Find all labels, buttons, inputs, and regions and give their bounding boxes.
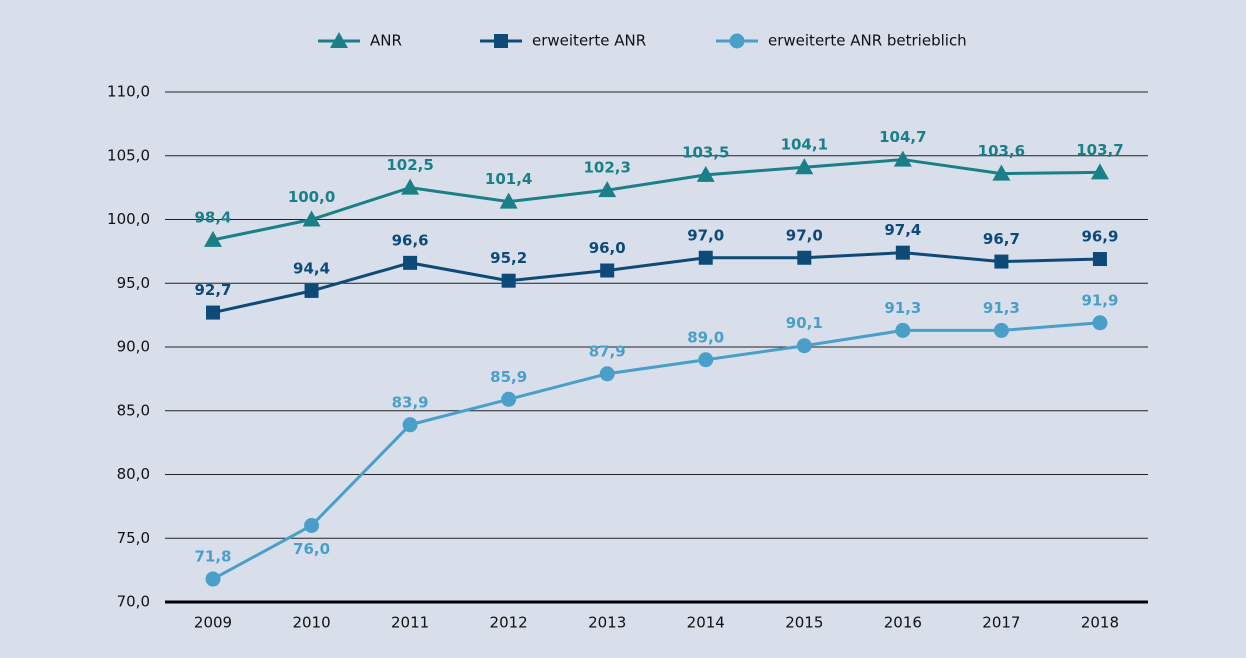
x-tick-label: 2016 <box>884 614 922 632</box>
value-label: 92,7 <box>194 281 231 299</box>
series-line <box>212 158 1100 242</box>
point <box>895 245 910 260</box>
x-tick-label: 2013 <box>588 614 626 632</box>
value-label: 103,6 <box>978 142 1025 160</box>
point <box>994 254 1009 269</box>
point <box>403 255 418 270</box>
value-label: 100,0 <box>288 188 335 206</box>
y-tick-label: 70,0 <box>117 593 150 611</box>
point <box>501 273 516 288</box>
point <box>401 178 420 195</box>
point <box>796 338 812 354</box>
legend-label: erweiterte ANR betrieblich <box>768 32 967 50</box>
point <box>895 322 911 338</box>
y-tick-label: 95,0 <box>117 274 150 292</box>
value-label: 90,1 <box>786 314 823 332</box>
point <box>204 230 222 247</box>
point <box>499 192 518 209</box>
point <box>402 417 418 433</box>
legend-marker <box>330 32 348 48</box>
value-label: 97,0 <box>687 226 724 244</box>
value-label: 95,2 <box>490 249 527 267</box>
value-label: 96,7 <box>983 230 1020 248</box>
point <box>598 181 617 198</box>
legend-label: ANR <box>370 32 402 50</box>
point <box>304 518 320 533</box>
point <box>206 305 220 320</box>
value-label: 98,4 <box>194 208 231 226</box>
point <box>501 391 517 407</box>
value-label: 83,9 <box>392 393 429 411</box>
legend-marker <box>494 34 508 48</box>
point <box>992 164 1011 181</box>
point <box>1092 252 1107 267</box>
value-label: 94,4 <box>293 259 330 277</box>
value-label: 96,6 <box>392 231 429 249</box>
value-label: 101,4 <box>485 170 532 188</box>
point <box>696 165 715 182</box>
y-tick-label: 90,0 <box>117 338 150 356</box>
x-tick-label: 2009 <box>194 614 232 632</box>
value-label: 97,4 <box>884 221 921 239</box>
y-tick-label: 110,0 <box>107 83 150 101</box>
point <box>205 571 221 587</box>
value-label: 89,0 <box>687 328 724 346</box>
value-label: 96,0 <box>589 239 626 257</box>
value-label: 71,8 <box>194 548 231 566</box>
value-label: 102,5 <box>386 156 433 174</box>
value-label: 102,3 <box>583 159 630 177</box>
value-label: 97,0 <box>786 226 823 244</box>
series-line <box>212 251 1100 315</box>
value-label: 91,9 <box>1081 291 1118 309</box>
x-tick-label: 2017 <box>982 614 1020 632</box>
value-label: 104,1 <box>781 136 828 154</box>
legend-label: erweiterte ANR <box>532 32 646 50</box>
value-label: 104,7 <box>879 128 926 146</box>
x-tick-label: 2014 <box>687 614 725 632</box>
legend-marker <box>729 33 745 49</box>
point <box>600 263 615 278</box>
y-tick-label: 85,0 <box>117 401 150 419</box>
point <box>302 210 321 227</box>
point <box>1090 163 1109 180</box>
point <box>993 322 1009 338</box>
point <box>797 250 812 265</box>
point <box>1092 315 1108 331</box>
value-label: 91,3 <box>983 299 1020 317</box>
point <box>599 366 615 382</box>
value-label: 103,7 <box>1076 141 1123 159</box>
y-tick-label: 80,0 <box>117 465 150 483</box>
point <box>698 250 713 265</box>
value-label: 103,5 <box>682 143 729 161</box>
x-tick-label: 2010 <box>292 614 330 632</box>
point <box>893 150 912 167</box>
x-tick-label: 2018 <box>1081 614 1119 632</box>
value-label: 85,9 <box>490 368 527 386</box>
value-label: 91,3 <box>884 299 921 317</box>
series-line <box>212 321 1101 581</box>
point <box>304 283 319 298</box>
point <box>698 352 714 368</box>
y-tick-label: 75,0 <box>117 529 150 547</box>
point <box>795 158 814 175</box>
value-label: 87,9 <box>589 342 626 360</box>
value-label: 76,0 <box>293 540 330 558</box>
x-tick-label: 2012 <box>490 614 528 632</box>
y-tick-label: 100,0 <box>107 210 150 228</box>
x-tick-label: 2015 <box>785 614 823 632</box>
value-label: 96,9 <box>1081 228 1118 246</box>
x-tick-label: 2011 <box>391 614 429 632</box>
y-tick-label: 105,0 <box>107 146 150 164</box>
